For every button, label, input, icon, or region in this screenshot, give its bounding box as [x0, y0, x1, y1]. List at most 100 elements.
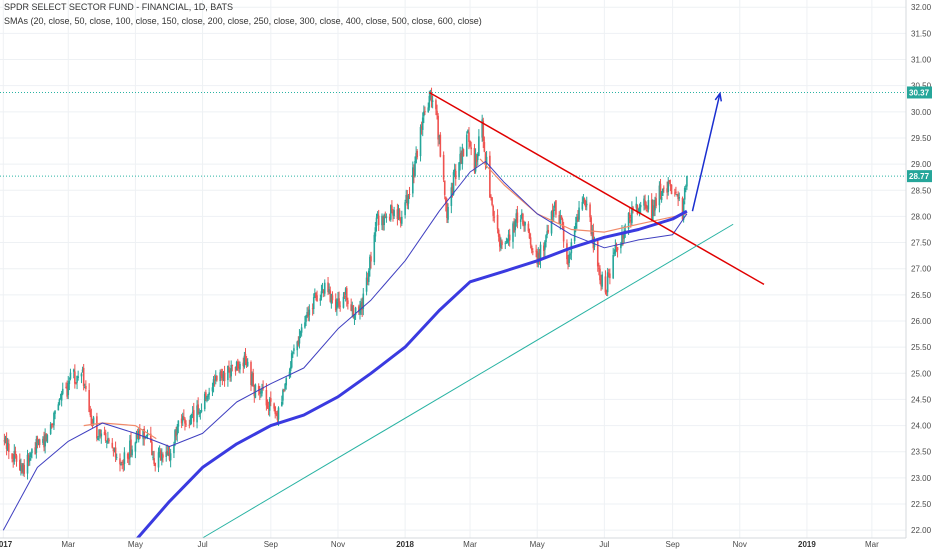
candle-body — [628, 212, 631, 219]
candle-body — [627, 212, 630, 229]
candle-body — [322, 289, 325, 294]
x-tick-label: Mar — [865, 540, 879, 549]
candle-body — [523, 224, 525, 226]
candle-body — [42, 438, 44, 443]
candle-body — [675, 191, 677, 194]
candle-body — [439, 134, 442, 157]
candle-body — [139, 429, 141, 439]
candle-body — [442, 154, 445, 180]
candle-body — [22, 463, 24, 472]
grid-layer — [0, 0, 906, 538]
candle-body — [296, 341, 299, 351]
candle-body — [406, 194, 409, 206]
candle-body — [489, 155, 491, 198]
candle-body — [43, 437, 45, 448]
candle-body — [560, 215, 563, 219]
candle-body — [453, 168, 456, 172]
candle-body — [315, 293, 317, 297]
candle-body — [126, 453, 129, 459]
candle-body — [661, 188, 664, 196]
candle-body — [369, 256, 371, 271]
candle-body — [307, 312, 310, 317]
candle-body — [482, 120, 485, 142]
candle-body — [311, 308, 314, 310]
candle-body — [285, 378, 288, 386]
candle-body — [435, 100, 437, 110]
candle-body — [469, 140, 471, 147]
y-tick-label: 27.50 — [911, 239, 932, 248]
candle-body — [167, 452, 170, 456]
trendlines-layer — [202, 91, 765, 539]
candle-body — [220, 371, 223, 376]
candle-body — [445, 196, 447, 205]
candle-body — [13, 450, 16, 462]
candle-body — [373, 234, 376, 263]
candle-body — [576, 217, 578, 223]
candle-body — [337, 298, 339, 302]
candle-body — [275, 413, 278, 415]
candle-body — [208, 392, 210, 395]
candle-body — [622, 232, 624, 239]
candle-body — [621, 232, 623, 246]
candle-body — [484, 153, 487, 163]
y-tick-label: 31.00 — [911, 56, 932, 65]
x-tick-label: Nov — [331, 540, 345, 549]
candle-body — [591, 229, 594, 235]
candle-body — [206, 397, 208, 400]
candle-body — [267, 408, 270, 410]
candle-body — [319, 298, 322, 301]
candle-body — [508, 234, 511, 241]
candle-body — [305, 315, 307, 322]
candle-body — [583, 198, 586, 203]
candle-body — [388, 216, 391, 220]
candle-body — [352, 305, 355, 318]
candle-body — [438, 135, 441, 138]
y-tick-label: 24.00 — [911, 422, 932, 431]
candle-body — [516, 212, 519, 223]
candle-body — [596, 241, 599, 267]
candle-body — [270, 398, 272, 402]
projection-arrow-head — [714, 91, 723, 102]
candle-body — [246, 361, 249, 366]
candle-body — [199, 412, 202, 414]
time-axis: 2017 Mar May Jul Sep Nov 2018 Mar May Jul Sep Nov 20… — [0, 540, 879, 549]
indicator-legend: SMAs (20, close, 50, close, 100, close, … — [4, 16, 482, 26]
candle-body — [375, 217, 378, 226]
candle-body — [183, 416, 185, 418]
candle-body — [111, 442, 114, 448]
candle-body — [505, 241, 508, 243]
candle-body — [254, 384, 257, 398]
candle-body — [252, 373, 254, 387]
candle-body — [5, 438, 8, 449]
candle-body — [129, 440, 131, 459]
candle-body — [569, 254, 572, 256]
candle-body — [180, 418, 183, 424]
candle-body — [242, 362, 245, 366]
candle-body — [130, 439, 132, 454]
candle-body — [481, 119, 483, 138]
candle-body — [174, 430, 176, 444]
candle-body — [72, 369, 75, 372]
sma100-line-2018 — [479, 158, 688, 233]
candle-body — [223, 372, 226, 382]
candle-body — [660, 197, 663, 201]
y-tick-label: 25.50 — [911, 343, 932, 352]
candle-body — [316, 295, 318, 302]
candle-body — [431, 100, 434, 102]
candle-body — [474, 152, 477, 172]
candle-body — [131, 449, 133, 456]
candle-body — [361, 302, 363, 311]
candle-body — [606, 272, 609, 293]
candle-body — [68, 380, 71, 385]
candle-body — [230, 365, 232, 377]
candle-body — [53, 412, 55, 426]
candle-body — [366, 278, 369, 281]
y-tick-label: 23.00 — [911, 474, 932, 483]
candle-body — [500, 242, 502, 249]
candle-body — [26, 454, 29, 474]
candle-body — [59, 398, 62, 400]
candle-body — [407, 195, 410, 204]
candle-body — [260, 391, 262, 393]
candle-body — [620, 244, 622, 249]
candle-body — [34, 447, 37, 455]
